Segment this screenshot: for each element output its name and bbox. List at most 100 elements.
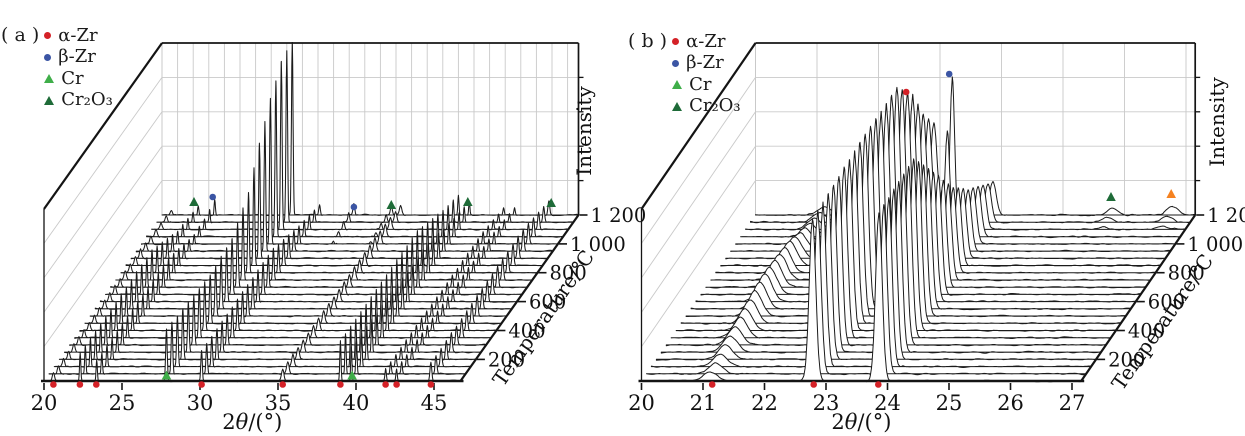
legend-label: Cr	[689, 73, 712, 95]
spectrum-curve	[146, 80, 564, 238]
intensity-axis-label: Intensity	[572, 86, 596, 176]
x-tick-label: 25	[936, 391, 963, 415]
panel-a-curves	[43, 42, 580, 383]
marker-beta-Zr	[209, 193, 216, 201]
legend-label: β-Zr	[686, 52, 724, 74]
spectrum-curve	[135, 120, 554, 253]
temp-tick-label: 800	[1168, 262, 1205, 285]
legend-circle-icon	[672, 59, 680, 67]
x-tick-label: 20	[628, 391, 655, 415]
x-tick-label: 20	[31, 391, 58, 415]
legend-item-beta-Zr: β-Zr	[44, 47, 113, 69]
panel-b-x-axis: 20 21 22 23 24 25 26 27 2θ/(°)	[628, 383, 1085, 434]
spectrum-curve	[156, 50, 574, 224]
temp-tick-label: 400	[1128, 320, 1165, 343]
spectrum-curve	[74, 288, 492, 339]
panel-b-grid	[641, 43, 1196, 347]
marker-alpha-Zr	[810, 381, 817, 388]
temp-tick-label: 200	[1108, 348, 1145, 371]
spectrum-curve	[655, 188, 1097, 361]
marker-Cr2O3	[1106, 192, 1116, 201]
marker-alpha-Zr	[875, 381, 882, 388]
temp-tick-label: 600	[1148, 291, 1185, 314]
marker-Cr2O3	[386, 200, 397, 209]
panel-b-phase-markers	[708, 70, 1176, 388]
marker-alpha-Zr	[279, 381, 287, 388]
legend-item-beta-Zr: β-Zr	[672, 53, 741, 75]
x-tick-label: 35	[265, 391, 292, 415]
x-axis-label: 2θ/(°)	[831, 410, 891, 434]
legend-circle-icon	[44, 53, 52, 61]
panel-a-x-axis: 20 25 30 35 40 45 2θ/(°)	[31, 383, 448, 434]
marker-Cr	[161, 370, 172, 380]
legend-item-Cr: Cr	[672, 74, 741, 96]
x-tick-label: 21	[690, 391, 717, 415]
x-tick-label: 24	[874, 391, 901, 415]
panel-a-phase-markers	[50, 193, 556, 388]
marker-Cr	[347, 370, 357, 380]
temp-tick-label: 1 000	[570, 233, 626, 256]
legend-item-alpha-Zr: α-Zr	[672, 31, 741, 53]
legend-panel-b: ( b ) α-Zr β-Zr Cr Cr₂O₃	[628, 31, 741, 117]
marker-alpha-Zr	[708, 381, 716, 388]
spectrum-curve	[69, 294, 487, 347]
x-tick-label: 25	[109, 391, 136, 415]
legend-triangle-icon	[672, 80, 683, 90]
legend-label: Cr₂O₃	[61, 89, 113, 111]
marker-alpha-Zr	[427, 381, 435, 388]
spectrum-curve	[161, 42, 580, 217]
intensity-axis-label: Intensity	[1205, 77, 1229, 167]
spectrum-curve	[110, 222, 528, 289]
spectrum-curve	[151, 60, 569, 231]
marker-alpha-Zr	[337, 381, 344, 388]
marker-alpha-Zr	[382, 381, 389, 388]
legend-circle-icon	[672, 38, 680, 46]
x-tick-label: 22	[751, 391, 778, 415]
spectrum-curve	[650, 197, 1092, 368]
legend-item-Cr2O3: Cr₂O₃	[44, 90, 113, 112]
marker-alpha-Zr	[198, 381, 205, 388]
panel-a-frame	[41, 42, 584, 383]
spectrum-curve	[125, 167, 544, 267]
legend-circle-icon	[44, 32, 52, 40]
panel-b-frame	[638, 42, 1201, 383]
spectrum-curve	[115, 207, 533, 282]
spectrum-curve	[120, 191, 539, 274]
panel-b-temp-axis: 200 400 600 800 1 000 1 200 Temperature/℃ Inten…	[1097, 77, 1245, 394]
marker-orange-triangle	[1166, 189, 1176, 198]
spectrum-curve	[63, 301, 482, 354]
marker-beta-Zr	[350, 203, 358, 211]
x-tick-label: 45	[421, 391, 448, 415]
spectrum-curve	[660, 180, 1102, 354]
spectrum-curve	[646, 204, 1087, 376]
temp-tick-label: 200	[488, 348, 525, 371]
panel-label: ( a )	[1, 24, 40, 46]
marker-Cr2O3	[189, 197, 199, 206]
spectrum-curve	[58, 308, 477, 361]
marker-Cr2O3	[463, 197, 473, 206]
spectrum-curve	[79, 281, 497, 332]
legend-panel-a: ( a ) α-Zr β-Zr Cr Cr₂O₃	[1, 25, 113, 111]
x-tick-label: 26	[997, 391, 1024, 415]
legend-label: α-Zr	[58, 24, 98, 46]
legend-triangle-icon	[44, 74, 55, 84]
legend-label: β-Zr	[58, 46, 96, 68]
panel-label: ( b )	[628, 30, 668, 52]
spectrum-curve	[130, 142, 549, 260]
legend-item-Cr2O3: Cr₂O₃	[672, 96, 741, 118]
x-axis-label: 2θ/(°)	[222, 410, 282, 434]
temp-tick-label: 600	[529, 291, 566, 314]
spectrum-curve	[105, 238, 523, 296]
temp-tick-label: 1 200	[591, 204, 647, 227]
legend-item-alpha-Zr: α-Zr	[44, 25, 113, 47]
spectrum-curve	[99, 247, 518, 303]
spectrum-curve	[84, 274, 503, 325]
legend-label: Cr₂O₃	[689, 95, 741, 117]
panel-b-curves	[641, 76, 1196, 383]
legend-label: Cr	[61, 67, 84, 89]
marker-alpha-Zr	[393, 381, 400, 388]
panel-a-grid	[43, 43, 579, 347]
temp-tick-label: 400	[508, 320, 545, 343]
spectrum-curve	[140, 97, 559, 246]
